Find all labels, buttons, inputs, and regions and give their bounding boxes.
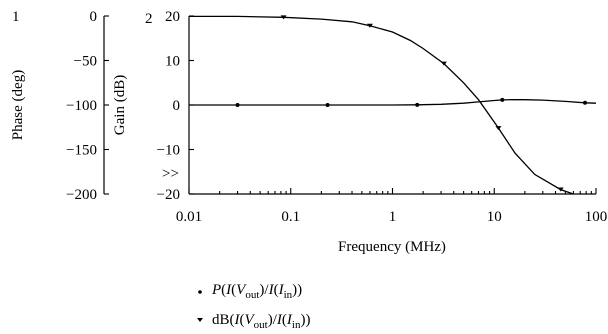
x-tick-label: 0.01 xyxy=(176,209,202,225)
phase-curve xyxy=(189,99,597,106)
gain-axis-title: Gain (dB) xyxy=(112,75,128,135)
gain-marker xyxy=(557,187,564,192)
gain-curve xyxy=(189,15,574,195)
phase-tick-label: −50 xyxy=(74,54,97,70)
gain-axis-ticks: 20 10 0 −10 −20 xyxy=(157,9,194,203)
gain-tick-label: 10 xyxy=(165,54,180,70)
gain-tick-label: 0 xyxy=(173,98,181,114)
legend: P(I(Vout)/I(Iin)) dB(I(Vout)/I(Iin)) xyxy=(197,282,310,331)
gain-tick-label: −10 xyxy=(157,143,180,159)
gain-tick-label: −20 xyxy=(157,187,180,203)
phase-tick-label: −150 xyxy=(66,143,97,159)
phase-tick-label: −100 xyxy=(66,98,97,114)
gain-curve-number: 2 xyxy=(145,11,153,27)
legend-entry-gain: dB(I(Vout)/I(Iin)) xyxy=(197,312,310,331)
gain-marker xyxy=(440,61,447,66)
phase-marker xyxy=(325,103,330,107)
gain-marker xyxy=(495,126,502,131)
phase-marker xyxy=(235,103,240,107)
legend-label-phase: P(I(Vout)/I(Iin)) xyxy=(211,282,302,301)
x-tick-label: 0.1 xyxy=(281,209,300,225)
phase-marker xyxy=(415,102,420,107)
legend-entry-phase: P(I(Vout)/I(Iin)) xyxy=(198,282,302,301)
phase-marker xyxy=(583,100,588,105)
phase-axis-title: Phase (deg) xyxy=(10,70,26,140)
phase-axis-ticks: 0 −50 −100 −150 −200 xyxy=(66,9,109,203)
x-tick-label: 10 xyxy=(487,209,502,225)
phase-curve-number: 1 xyxy=(12,9,20,25)
legend-triangle-marker xyxy=(197,318,203,322)
x-tick-label: 1 xyxy=(389,209,397,225)
x-axis-ticks: 0.01 0.1 1 10 100 xyxy=(176,188,607,225)
phase-tick-label: −200 xyxy=(66,187,97,203)
gain-axis-selector: >> xyxy=(162,166,179,182)
phase-marker xyxy=(500,97,505,102)
x-tick-label: 100 xyxy=(585,209,608,225)
gain-marker xyxy=(280,15,287,20)
gain-tick-label: 20 xyxy=(165,9,180,25)
gain-marker xyxy=(366,23,373,28)
legend-dot-marker xyxy=(198,290,202,294)
x-axis-title: Frequency (MHz) xyxy=(338,239,446,255)
series-layer xyxy=(189,15,597,195)
legend-label-gain: dB(I(Vout)/I(Iin)) xyxy=(212,312,310,331)
phase-tick-label: 0 xyxy=(90,9,98,25)
